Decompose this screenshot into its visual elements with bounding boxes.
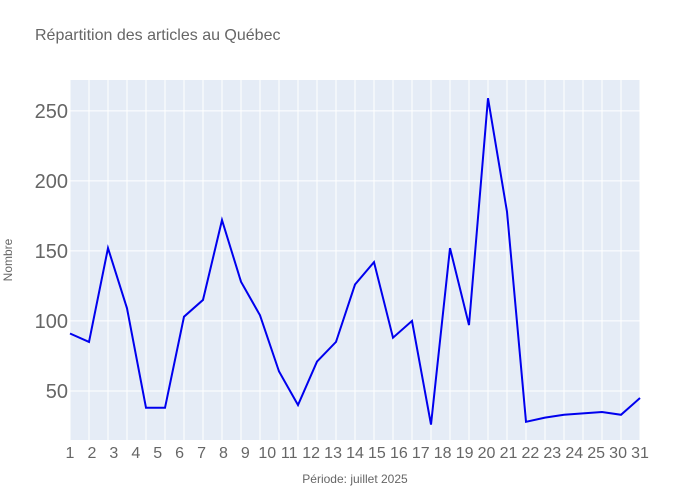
x-tick-label: 4: [131, 445, 140, 462]
x-tick-label: 9: [241, 445, 250, 462]
x-tick-label: 30: [609, 445, 627, 462]
chart-title: Répartition des articles au Québec: [35, 27, 280, 44]
x-tick-label: 18: [434, 445, 452, 462]
y-axis-label: Nombre: [1, 238, 15, 281]
x-tick-label: 10: [258, 445, 276, 462]
x-axis-label: Période: juillet 2025: [302, 472, 408, 486]
x-tick-label: 31: [631, 445, 649, 462]
y-tick-label: 200: [35, 171, 68, 193]
x-tick-label: 2: [87, 445, 96, 462]
x-tick-label: 5: [153, 445, 162, 462]
y-tick-label: 50: [46, 381, 68, 403]
x-tick-label: 8: [219, 445, 228, 462]
x-tick-label: 19: [456, 445, 474, 462]
y-tick-label: 150: [35, 241, 68, 263]
x-tick-label: 12: [302, 445, 320, 462]
x-tick-label: 16: [390, 445, 408, 462]
x-tick-label: 17: [412, 445, 430, 462]
x-tick-label: 7: [197, 445, 206, 462]
y-axis-ticks: 50 100 150 200 250: [35, 101, 68, 403]
x-tick-label: 3: [109, 445, 118, 462]
x-axis-ticks: 1 2 3 4 5 6 7 8 9 10 11 12 13 14 15 16 17 18 19 20 21 22 23 24 2…: [66, 445, 649, 462]
y-tick-label: 250: [35, 101, 68, 123]
x-tick-label: 23: [543, 445, 561, 462]
x-tick-label: 20: [478, 445, 496, 462]
x-tick-label: 24: [565, 445, 583, 462]
series-line: [69, 98, 641, 425]
grid-lines: [69, 80, 641, 440]
x-tick-label: 14: [346, 445, 364, 462]
x-tick-label: 21: [500, 445, 518, 462]
x-tick-label: 22: [521, 445, 539, 462]
x-tick-label: 15: [368, 445, 386, 462]
x-tick-label: 25: [587, 445, 605, 462]
x-tick-label: 11: [281, 445, 298, 462]
y-tick-label: 100: [35, 311, 68, 333]
x-tick-label: 6: [175, 445, 184, 462]
x-tick-label: 1: [66, 445, 75, 462]
x-tick-label: 13: [324, 445, 342, 462]
